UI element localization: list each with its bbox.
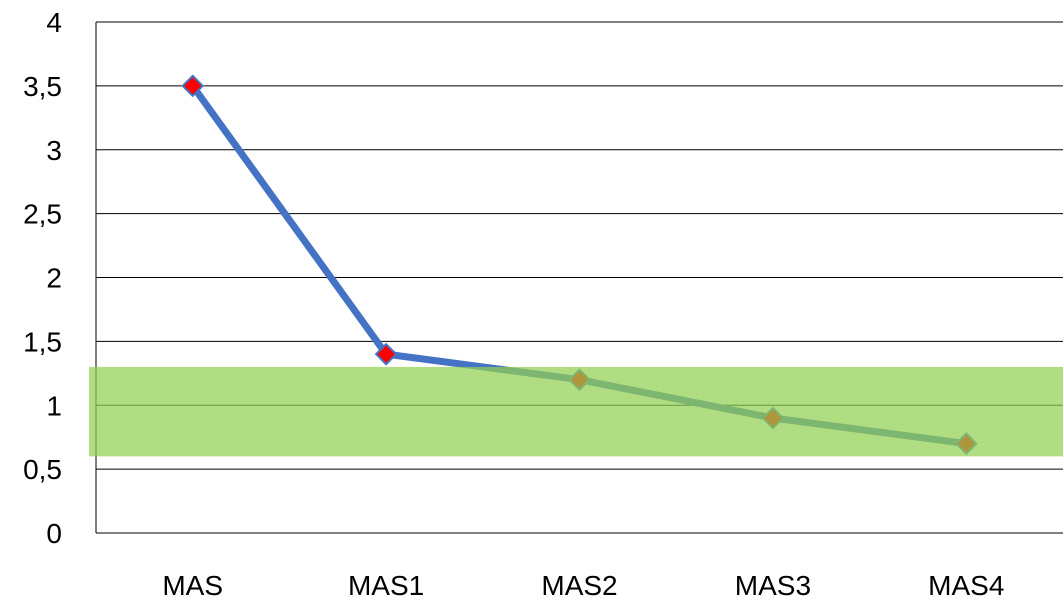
x-tick-labels: MAS MAS1 MAS2 MAS3 MAS4	[162, 570, 1004, 601]
y-tick-label: 3,5	[23, 71, 62, 102]
highlight-band	[89, 366, 1063, 457]
y-tick-label: 0	[46, 518, 62, 549]
y-tick-label: 1,5	[23, 326, 62, 357]
x-tick-label: MAS	[162, 570, 223, 601]
data-point-mas1	[374, 342, 398, 366]
y-tick-label: 2	[46, 263, 62, 294]
y-tick-label: 2,5	[23, 199, 62, 230]
y-tick-label: 0,5	[23, 454, 62, 485]
x-tick-label: MAS3	[735, 570, 811, 601]
y-tick-label: 4	[46, 7, 62, 38]
y-tick-label: 3	[46, 135, 62, 166]
data-point-mas	[181, 74, 205, 98]
y-tick-label: 1	[46, 390, 62, 421]
x-tick-label: MAS1	[348, 570, 424, 601]
x-tick-label: MAS2	[541, 570, 617, 601]
y-tick-labels: 0 0,5 1 1,5 2 2,5 3 3,5 4	[23, 7, 62, 549]
x-tick-label: MAS4	[928, 570, 1004, 601]
band-layer	[89, 366, 1063, 457]
